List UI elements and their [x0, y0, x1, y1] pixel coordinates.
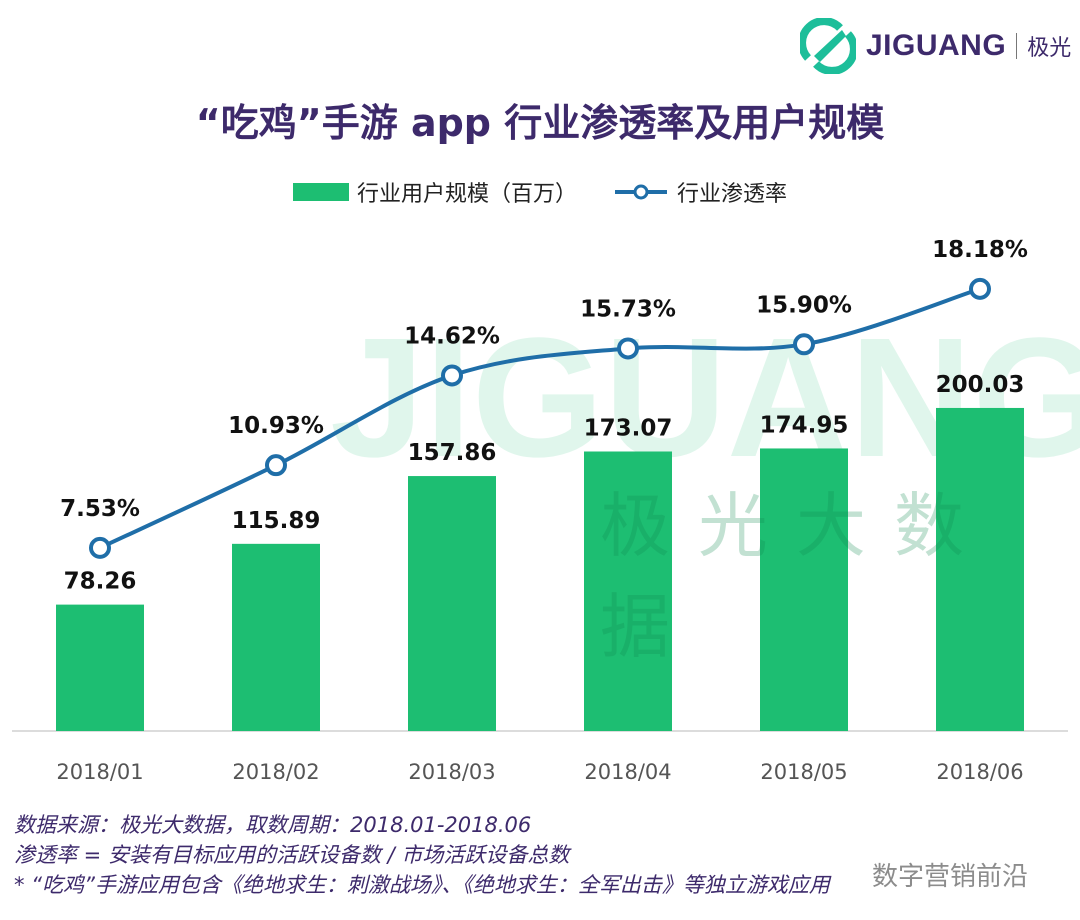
- penetration-line: [99, 286, 981, 550]
- bar-value-label: 173.07: [584, 415, 673, 441]
- bar-value-label: 78.26: [64, 569, 137, 595]
- jiguang-logo-icon: [800, 18, 856, 74]
- line-value-label: 18.18%: [932, 237, 1028, 263]
- bar-value-label: 115.89: [232, 508, 321, 534]
- bar: [408, 476, 496, 731]
- footer-note: * “吃鸡”手游应用包含《绝地求生：刺激战场》、《绝地求生：全军出击》等独立游戏…: [14, 873, 830, 897]
- line-value-label: 14.62%: [404, 323, 500, 349]
- footer-notes: 数据来源：极光大数据，取数周期：2018.01-2018.06 渗透率 = 安装…: [14, 810, 830, 900]
- bar: [760, 448, 848, 731]
- logo-text: JIGUANG: [866, 29, 1007, 62]
- legend-line-swatch: [615, 184, 667, 200]
- bar: [56, 604, 144, 731]
- legend-line-label: 行业渗透率: [677, 182, 788, 207]
- legend-item-bar: 行业用户规模（百万）: [292, 176, 577, 208]
- line-value-label: 7.53%: [60, 496, 140, 522]
- chart-plot: 78.26 2018/01 115.89 2018/02 157.86 2018/03 17…: [12, 237, 1068, 784]
- bar: [584, 451, 672, 731]
- line-point: [793, 333, 815, 356]
- x-tick-label: 2018/02: [232, 760, 319, 784]
- x-tick-label: 2018/06: [936, 760, 1023, 784]
- line-value-label: 15.73%: [580, 296, 676, 322]
- legend-item-line: 行业渗透率: [613, 176, 787, 208]
- line-value-label: 15.90%: [756, 292, 852, 318]
- line-point: [617, 337, 639, 360]
- bar: [936, 407, 1024, 731]
- logo-cn: 极光: [1027, 36, 1072, 61]
- footer-source: 数据来源：极光大数据，取数周期：2018.01-2018.06: [14, 813, 532, 837]
- x-tick-label: 2018/04: [584, 760, 671, 784]
- line-point: [89, 536, 111, 559]
- jiguang-logo: JIGUANG 极光: [800, 18, 1071, 74]
- footer-definition: 渗透率 = 安装有目标应用的活跃设备数 / 市场活跃设备总数: [14, 843, 570, 867]
- wechat-stamp: 数字营销前沿: [872, 862, 1029, 892]
- bar: [232, 543, 320, 731]
- x-tick-label: 2018/03: [408, 760, 495, 784]
- bar-value-label: 174.95: [760, 412, 849, 438]
- x-tick-label: 2018/05: [760, 760, 847, 784]
- line-point: [265, 454, 287, 477]
- chart-title: “吃鸡”手游 app 行业渗透率及用户规模: [195, 101, 885, 145]
- x-tick-label: 2018/01: [56, 760, 143, 784]
- bar-value-label: 200.03: [936, 372, 1025, 398]
- legend-bar-swatch: [292, 183, 349, 201]
- bar-value-label: 157.86: [408, 440, 497, 466]
- logo-divider: [1016, 33, 1018, 59]
- legend-bar-label: 行业用户规模（百万）: [356, 182, 577, 207]
- line-point: [969, 277, 991, 300]
- line-value-label: 10.93%: [228, 413, 324, 439]
- legend: 行业用户规模（百万） 行业渗透率: [0, 176, 1080, 208]
- line-point: [441, 364, 463, 387]
